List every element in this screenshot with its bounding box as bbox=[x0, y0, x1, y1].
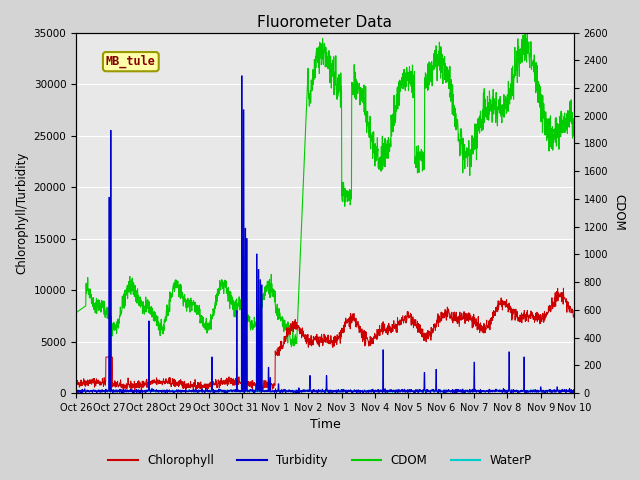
X-axis label: Time: Time bbox=[310, 419, 340, 432]
Legend: Chlorophyll, Turbidity, CDOM, WaterP: Chlorophyll, Turbidity, CDOM, WaterP bbox=[103, 449, 537, 472]
Y-axis label: Chlorophyll/Turbidity: Chlorophyll/Turbidity bbox=[15, 152, 28, 274]
Text: MB_tule: MB_tule bbox=[106, 55, 156, 68]
Y-axis label: CDOM: CDOM bbox=[612, 194, 625, 231]
Title: Fluorometer Data: Fluorometer Data bbox=[257, 15, 392, 30]
